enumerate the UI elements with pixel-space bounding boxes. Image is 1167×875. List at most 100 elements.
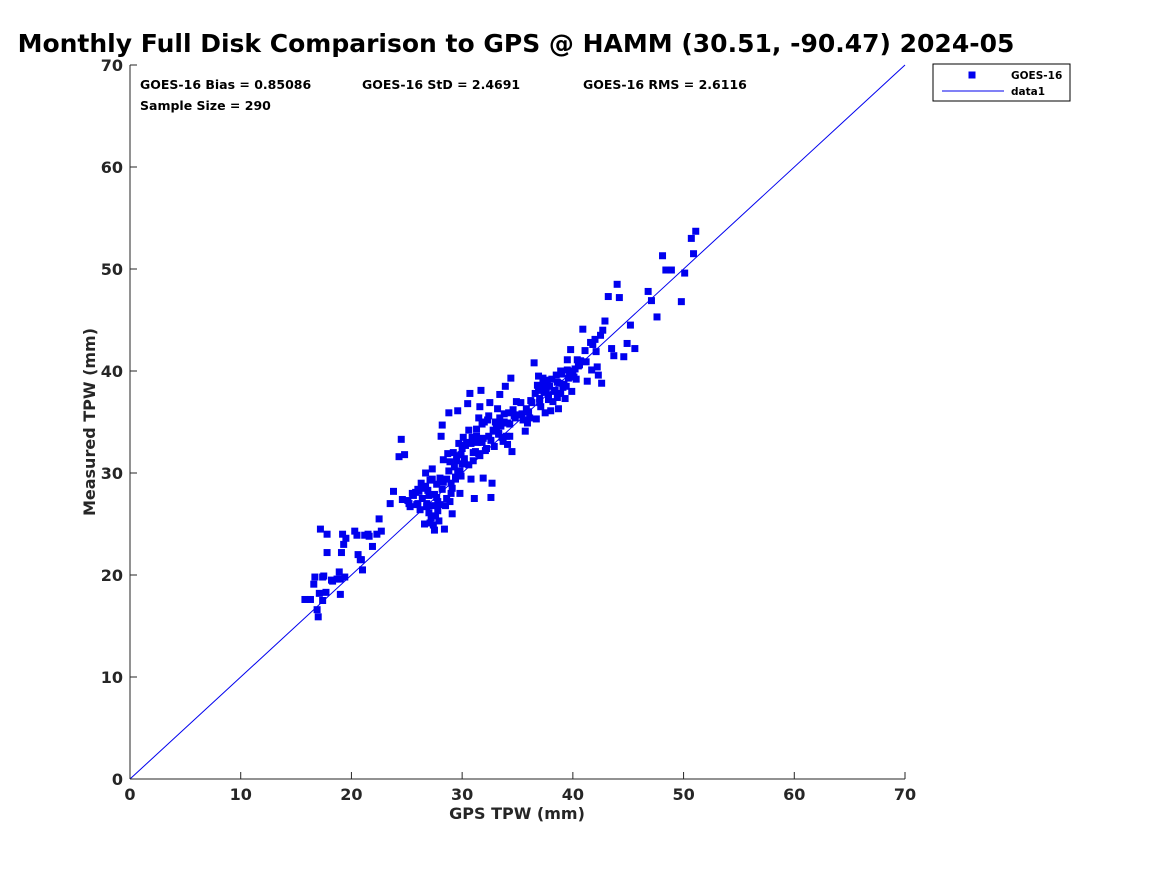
rms-stat: GOES-16 RMS = 2.6116 xyxy=(583,77,747,92)
data-point xyxy=(436,474,444,482)
data-point xyxy=(498,419,506,427)
data-point xyxy=(508,448,516,456)
data-point xyxy=(466,389,474,397)
data-point xyxy=(484,416,492,424)
data-point xyxy=(465,461,473,469)
data-point xyxy=(549,398,557,406)
data-point xyxy=(667,266,675,274)
data-point xyxy=(405,500,413,508)
data-point xyxy=(681,269,689,277)
data-point xyxy=(518,410,526,418)
data-point xyxy=(401,451,409,459)
data-point xyxy=(677,298,685,306)
data-point xyxy=(469,457,477,465)
data-point xyxy=(354,551,362,559)
legend-box xyxy=(932,63,1071,102)
data-point xyxy=(438,485,446,493)
data-point xyxy=(541,409,549,417)
data-point xyxy=(495,429,503,437)
data-point xyxy=(499,437,507,445)
data-point xyxy=(469,449,477,457)
data-point xyxy=(446,498,454,506)
data-point xyxy=(323,549,331,557)
data-point xyxy=(564,374,572,382)
data-point xyxy=(439,478,447,486)
data-point xyxy=(422,482,430,490)
data-point xyxy=(557,367,565,375)
data-point xyxy=(359,566,366,574)
ticks-layer: 0 10 20 30 40 50 60 70 0 10 20 30 40 50 60 70 xyxy=(101,56,916,804)
data-point xyxy=(339,530,347,538)
x-tick-label: 0 xyxy=(124,785,135,804)
data-point xyxy=(501,382,509,390)
data-point xyxy=(314,613,322,621)
data-point xyxy=(599,326,607,334)
data-point xyxy=(542,378,550,386)
data-point xyxy=(483,445,490,453)
data-point xyxy=(460,455,468,463)
data-point xyxy=(526,414,534,422)
data-point xyxy=(375,515,383,523)
data-point xyxy=(475,450,483,458)
data-point xyxy=(437,432,445,440)
data-point xyxy=(413,501,421,509)
axes-layer xyxy=(129,65,905,780)
data-point xyxy=(479,474,487,482)
data-point xyxy=(424,486,432,494)
data-point xyxy=(579,325,587,333)
data-point xyxy=(335,568,343,576)
data-point xyxy=(560,380,568,388)
data-point xyxy=(322,588,330,596)
data-point xyxy=(390,487,397,495)
data-point xyxy=(583,377,591,385)
data-point xyxy=(428,475,436,483)
data-point xyxy=(315,589,323,597)
data-point xyxy=(319,597,327,604)
data-point xyxy=(478,420,486,428)
data-point xyxy=(316,525,324,533)
data-point xyxy=(433,480,441,488)
y-tick-label: 40 xyxy=(101,362,123,381)
data-point xyxy=(631,345,639,353)
data-point xyxy=(530,359,538,367)
data-point xyxy=(496,414,504,422)
data-point xyxy=(470,495,478,502)
data-point xyxy=(455,439,463,447)
data-point xyxy=(479,434,487,442)
data-point xyxy=(458,445,466,453)
data-point xyxy=(473,432,481,440)
y-tick-label: 60 xyxy=(101,158,123,177)
x-tick-label: 70 xyxy=(894,785,916,804)
data-point xyxy=(368,542,376,550)
data-point xyxy=(494,405,502,413)
data-point xyxy=(447,489,455,497)
data-point xyxy=(452,473,459,481)
data-point xyxy=(547,407,555,415)
data-point xyxy=(428,465,436,473)
data-point xyxy=(386,500,394,508)
data-point xyxy=(527,397,535,405)
x-tick-label: 10 xyxy=(230,785,252,804)
data-point xyxy=(598,379,606,387)
data-point xyxy=(488,479,496,487)
data-point xyxy=(467,475,475,483)
data-point xyxy=(511,414,519,422)
y-tick-label: 70 xyxy=(101,56,123,75)
y-tick-label: 30 xyxy=(101,464,123,483)
data-point xyxy=(626,321,634,329)
data-point xyxy=(439,456,447,464)
data-point xyxy=(453,452,461,460)
data-point xyxy=(581,347,589,355)
data-point xyxy=(478,438,486,446)
data-point xyxy=(593,363,601,371)
data-point xyxy=(435,517,443,525)
data-point xyxy=(465,426,473,434)
data-point xyxy=(589,340,597,348)
data-point xyxy=(623,339,631,347)
x-tick-label: 30 xyxy=(451,785,473,804)
legend-label-data1: data1 xyxy=(1011,86,1045,98)
data-point xyxy=(468,433,476,441)
data-point xyxy=(423,500,431,508)
data-point xyxy=(486,399,494,407)
